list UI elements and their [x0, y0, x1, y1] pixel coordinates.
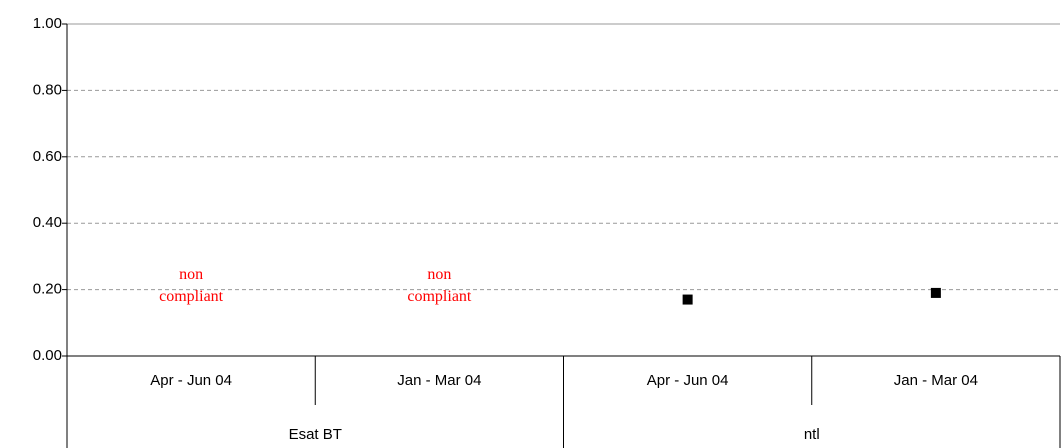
marker — [930, 287, 941, 298]
x-tick-label: Jan - Mar 04 — [894, 372, 978, 389]
x-tick-label: Apr - Jun 04 — [647, 372, 729, 389]
y-tick-label: 0.80 — [33, 81, 62, 98]
y-tick-label: 0.20 — [33, 281, 62, 298]
group-label: ntl — [804, 426, 820, 443]
y-tick-label: 0.40 — [33, 214, 62, 231]
annotation: non compliant — [407, 266, 472, 305]
group-label: Esat BT — [289, 426, 342, 443]
annotation: non compliant — [159, 266, 224, 305]
y-tick-label: 1.00 — [33, 15, 62, 32]
y-tick-label: 0.60 — [33, 148, 62, 165]
y-tick-label: 0.00 — [33, 347, 62, 364]
marker — [682, 294, 693, 305]
x-tick-label: Jan - Mar 04 — [397, 372, 481, 389]
x-tick-label: Apr - Jun 04 — [150, 372, 232, 389]
